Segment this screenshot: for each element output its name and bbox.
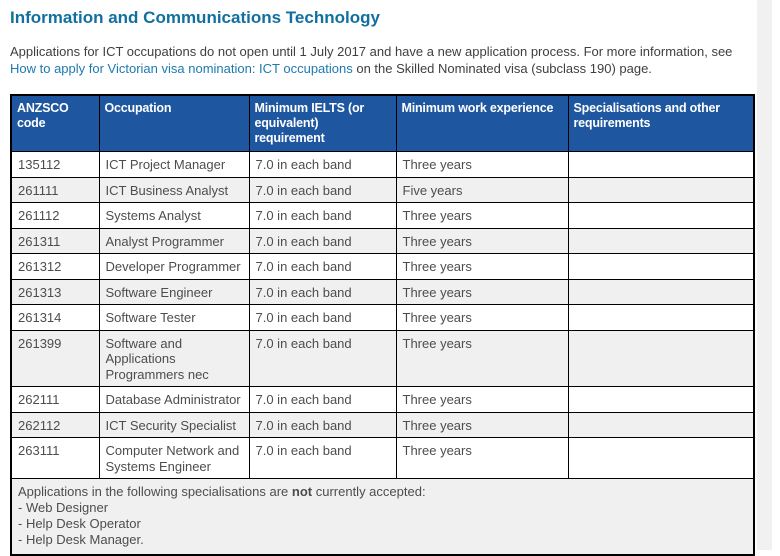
- cell-specialisations: [567, 151, 755, 178]
- cell-specialisations: [567, 202, 755, 229]
- cell-anzsco-code: 262111: [10, 386, 100, 413]
- cell-ielts-requirement: 7.0 in each band: [248, 253, 397, 280]
- table-row: 263111 Computer Network and Systems Engin…: [10, 437, 755, 479]
- cell-occupation: ICT Security Specialist: [98, 411, 250, 438]
- cell-occupation: ICT Project Manager: [98, 151, 250, 178]
- cell-specialisations: [567, 437, 755, 479]
- footer-note-emphasis: not: [291, 484, 313, 499]
- cell-ielts-requirement: 7.0 in each band: [248, 227, 397, 254]
- cell-occupation: Software Tester: [98, 304, 250, 331]
- table-row: 261312 Developer Programmer 7.0 in each ba…: [10, 253, 755, 280]
- footer-note: Applications in the following specialisa…: [10, 478, 755, 556]
- cell-anzsco-code: 262112: [10, 411, 100, 438]
- cell-anzsco-code: 263111: [10, 437, 100, 479]
- cell-ielts-requirement: 7.0 in each band: [248, 176, 397, 203]
- ict-apply-link[interactable]: How to apply for Victorian visa nominati…: [10, 61, 353, 76]
- cell-ielts-requirement: 7.0 in each band: [248, 278, 397, 305]
- cell-specialisations: [567, 253, 755, 280]
- table-row: 261313 Software Engineer 7.0 in each band T…: [10, 278, 755, 305]
- header-ielts-requirement: Minimum IELTS (or equivalent) requiremen…: [248, 94, 397, 152]
- page-title: Information and Communications Technolog…: [10, 8, 380, 27]
- cell-ielts-requirement: 7.0 in each band: [248, 437, 397, 479]
- page-right-gutter: [757, 0, 772, 550]
- table-row: 261111 ICT Business Analyst 7.0 in each ba…: [10, 176, 755, 203]
- footer-item-help-desk-operator: - Help Desk Operator: [18, 516, 141, 531]
- cell-work-experience: Three years: [395, 278, 569, 305]
- cell-ielts-requirement: 7.0 in each band: [248, 386, 397, 413]
- table-header-row: ANZSCO code Occupation Minimum IELTS (or…: [10, 94, 755, 152]
- cell-occupation: Developer Programmer: [98, 253, 250, 280]
- table-row: 262111 Database Administrator 7.0 in each …: [10, 386, 755, 413]
- cell-anzsco-code: 135112: [10, 151, 100, 178]
- intro-text-after: on the Skilled Nominated visa (subclass …: [352, 61, 652, 76]
- intro-text-before: Applications for ICT occupations do not …: [10, 44, 733, 59]
- cell-work-experience: Three years: [395, 202, 569, 229]
- cell-specialisations: [567, 176, 755, 203]
- cell-anzsco-code: 261313: [10, 278, 100, 305]
- cell-work-experience: Three years: [395, 411, 569, 438]
- cell-ielts-requirement: 7.0 in each band: [248, 151, 397, 178]
- cell-specialisations: [567, 304, 755, 331]
- cell-specialisations: [567, 227, 755, 254]
- header-anzsco-code: ANZSCO code: [10, 94, 100, 152]
- cell-specialisations: [567, 411, 755, 438]
- ict-occupations-table: ANZSCO code Occupation Minimum IELTS (or…: [10, 94, 755, 556]
- cell-anzsco-code: 261312: [10, 253, 100, 280]
- cell-work-experience: Three years: [395, 437, 569, 479]
- cell-anzsco-code: 261311: [10, 227, 100, 254]
- cell-anzsco-code: 261399: [10, 329, 100, 387]
- table-row: 261314 Software Tester 7.0 in each band Thr…: [10, 304, 755, 331]
- cell-work-experience: Three years: [395, 304, 569, 331]
- cell-occupation: Software Engineer: [98, 278, 250, 305]
- cell-occupation: Analyst Programmer: [98, 227, 250, 254]
- cell-anzsco-code: 261111: [10, 176, 100, 203]
- cell-occupation: Computer Network and Systems Engineer: [98, 437, 250, 479]
- cell-ielts-requirement: 7.0 in each band: [248, 202, 397, 229]
- cell-occupation: ICT Business Analyst: [98, 176, 250, 203]
- table-footer-row: Applications in the following specialisa…: [10, 478, 755, 556]
- header-specialisations: Specialisations and other requirements: [567, 94, 755, 152]
- cell-occupation: Database Administrator: [98, 386, 250, 413]
- cell-anzsco-code: 261112: [10, 202, 100, 229]
- cell-work-experience: Five years: [395, 176, 569, 203]
- header-occupation: Occupation: [98, 94, 250, 152]
- cell-occupation: Systems Analyst: [98, 202, 250, 229]
- cell-work-experience: Three years: [395, 386, 569, 413]
- table-row: 135112 ICT Project Manager 7.0 in each ban…: [10, 151, 755, 178]
- cell-anzsco-code: 261314: [10, 304, 100, 331]
- cell-work-experience: Three years: [395, 227, 569, 254]
- cell-work-experience: Three years: [395, 329, 569, 387]
- cell-ielts-requirement: 7.0 in each band: [248, 411, 397, 438]
- table-row: 261112 Systems Analyst 7.0 in each band Thr…: [10, 202, 755, 229]
- table-row: 261311 Analyst Programmer 7.0 in each band…: [10, 227, 755, 254]
- cell-specialisations: [567, 386, 755, 413]
- footer-note-prefix: Applications in the following specialisa…: [18, 484, 292, 499]
- intro-paragraph: Applications for ICT occupations do not …: [10, 43, 754, 77]
- cell-work-experience: Three years: [395, 253, 569, 280]
- cell-occupation: Software and Applications Programmers ne…: [98, 329, 250, 387]
- footer-note-intro: Applications in the following specialisa…: [18, 484, 747, 500]
- cell-specialisations: [567, 329, 755, 387]
- table-row: 262112 ICT Security Specialist 7.0 in each…: [10, 411, 755, 438]
- header-work-experience: Minimum work experience: [395, 94, 569, 152]
- table-body: 135112 ICT Project Manager 7.0 in each ban…: [10, 151, 755, 479]
- cell-work-experience: Three years: [395, 151, 569, 178]
- footer-item-help-desk-manager: - Help Desk Manager.: [18, 532, 144, 547]
- table-row: 261399 Software and Applications Programm…: [10, 329, 755, 387]
- footer-note-suffix: currently accepted:: [312, 484, 426, 499]
- cell-ielts-requirement: 7.0 in each band: [248, 329, 397, 387]
- cell-ielts-requirement: 7.0 in each band: [248, 304, 397, 331]
- cell-specialisations: [567, 278, 755, 305]
- footer-item-web-designer: - Web Designer: [18, 500, 109, 515]
